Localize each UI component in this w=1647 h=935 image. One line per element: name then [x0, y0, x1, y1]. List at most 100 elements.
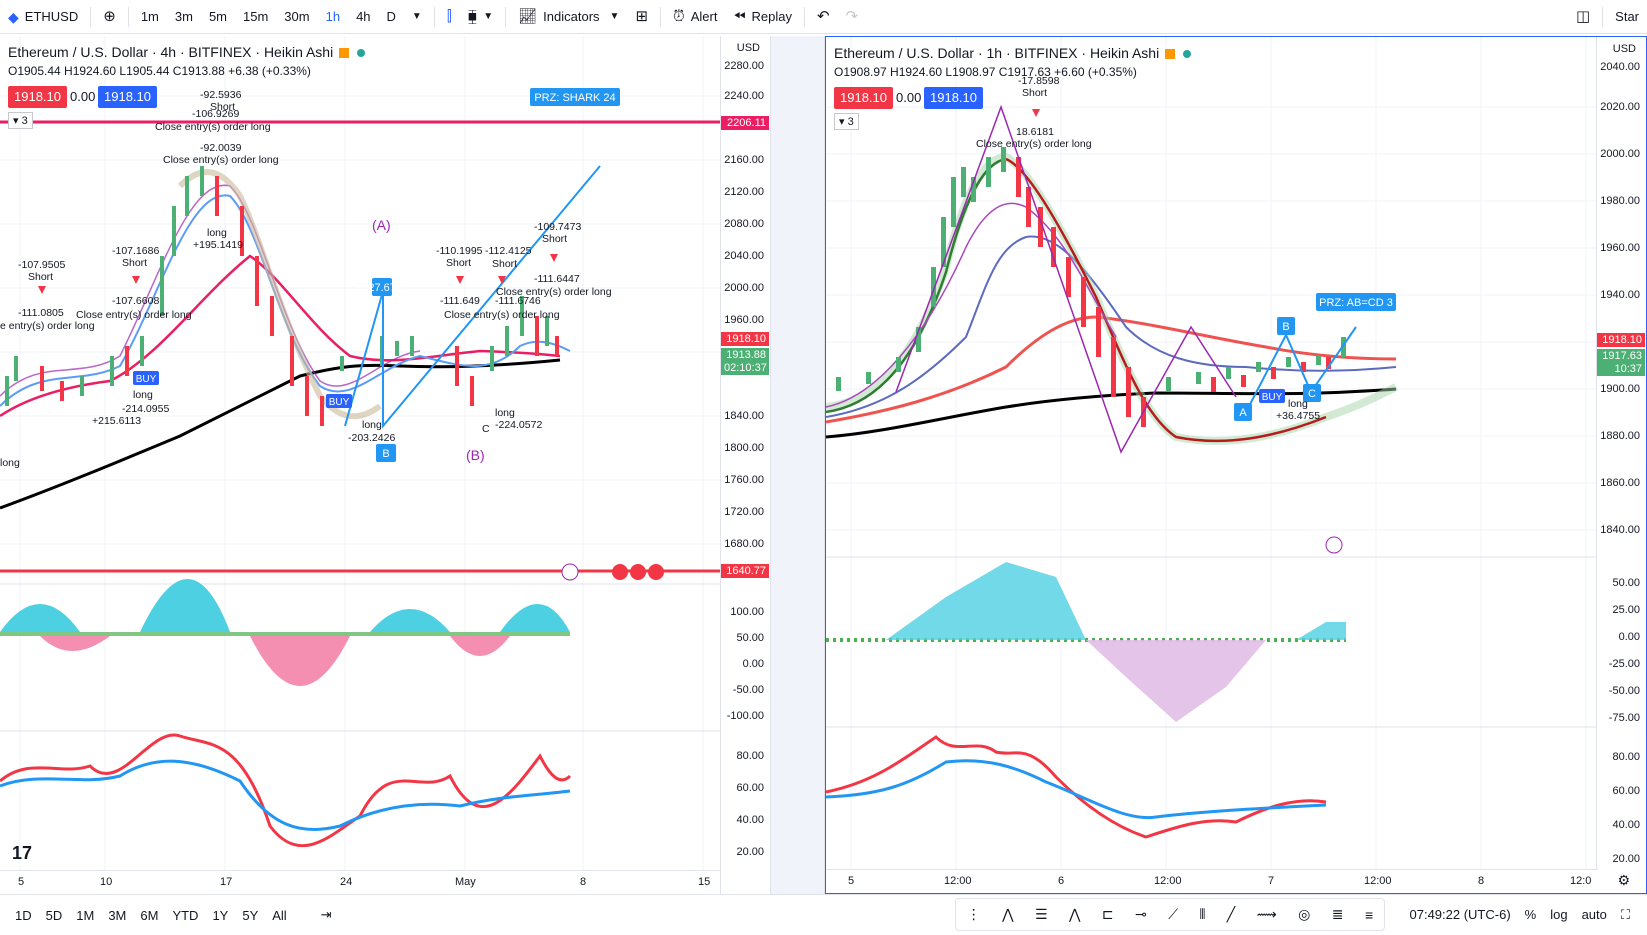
date-range-icon[interactable]: ⇥: [320, 907, 332, 922]
layout-button[interactable]: ⊞: [627, 0, 656, 34]
xabcd-pattern-icon[interactable]: ⋀: [1002, 906, 1014, 922]
left-price-axis[interactable]: USD 2280.00 2240.00 2160.00 2120.00 2080…: [720, 36, 770, 894]
right-indicator-counter[interactable]: ▾ 3: [834, 113, 859, 130]
range-3m[interactable]: 3M: [108, 907, 127, 923]
event-flash-icon[interactable]: [1325, 536, 1343, 554]
interval-5m[interactable]: 5m: [208, 9, 227, 24]
pattern-marker-c[interactable]: [1303, 384, 1321, 402]
right-price-axis[interactable]: USD 2040.00 2020.00 2000.00 1980.00 1960…: [1596, 37, 1646, 893]
shark-pattern-lines[interactable]: [344, 165, 601, 429]
trend-channel-icon[interactable]: ⊏: [1101, 906, 1114, 922]
harmonic-zigzag[interactable]: [895, 104, 1237, 454]
undo-button[interactable]: ↶: [809, 0, 838, 34]
left-buy-price[interactable]: 1918.10: [98, 86, 157, 108]
interval-30m[interactable]: 30m: [284, 9, 310, 24]
right-spread: 0.00: [896, 90, 922, 105]
ma-ribbon-darkred: [1005, 157, 1327, 443]
trendline-icon[interactable]: ⟋: [1168, 906, 1179, 922]
star-button[interactable]: Star: [1615, 9, 1639, 24]
log-toggle[interactable]: log: [1550, 907, 1568, 922]
earnings-flag-icon[interactable]: [612, 564, 628, 580]
right-time-axis[interactable]: 5 12:00 6 12:00 7 12:00 8 12:0: [826, 869, 1598, 893]
buy-badge[interactable]: [326, 394, 352, 408]
right-chart-legend[interactable]: Ethereum / U.S. Dollar · 1h · BITFINEX ·…: [834, 45, 1192, 79]
momentum-histogram: [0, 579, 570, 686]
time-label: 24: [340, 876, 353, 888]
range-1y[interactable]: 1Y: [212, 907, 229, 923]
fib-retracement-icon[interactable]: ≣: [1331, 906, 1344, 922]
fullscreen-icon[interactable]: ⛶: [1620, 906, 1630, 922]
range-1d[interactable]: 1D: [15, 907, 32, 923]
right-chart-pane[interactable]: A B C PRZ: AB=CD 3 BUY -17.8598 Short 18…: [825, 36, 1647, 894]
interval-1h[interactable]: 1h: [325, 9, 341, 24]
range-1m[interactable]: 1M: [76, 907, 95, 923]
buy-badge[interactable]: [133, 371, 159, 385]
left-time-axis[interactable]: 5 10 17 24 May 8 15: [0, 870, 720, 894]
left-indicator-counter[interactable]: ▾ 3: [8, 112, 33, 129]
prz-abcd-label-bg[interactable]: [1316, 293, 1396, 311]
settings-gear-icon[interactable]: ⚙: [1617, 872, 1630, 888]
rsi-label: 20.00: [736, 846, 764, 858]
drag-handle-icon[interactable]: ⋮: [966, 906, 981, 922]
horizontal-lines-icon[interactable]: ≡: [1364, 906, 1374, 923]
svg-text:Short: Short: [446, 257, 471, 269]
toolbar-divider: [90, 6, 92, 27]
abcd-pattern-lines[interactable]: [1245, 326, 1357, 413]
wave-marker-b[interactable]: [372, 278, 392, 296]
alert-button[interactable]: ⏰︎ Alert: [665, 0, 725, 34]
left-sell-price[interactable]: 1918.10: [8, 86, 67, 108]
bars-pattern-icon[interactable]: ⫴: [1199, 906, 1206, 922]
replay-button[interactable]: ⏪︎ Replay: [725, 0, 799, 34]
clock-readout[interactable]: 07:49:22 (UTC-6): [1409, 907, 1511, 922]
buy-badge[interactable]: [1259, 389, 1285, 403]
bar-style-button[interactable]: ⫿: [439, 0, 460, 34]
percent-toggle[interactable]: %: [1524, 907, 1537, 922]
price-label: 2000.00: [724, 282, 764, 294]
event-flash-icon[interactable]: [561, 563, 579, 581]
range-ytd[interactable]: YTD: [172, 907, 199, 923]
left-chart-canvas[interactable]: +227.6741 B PRZ: SHARK 24 (A) (B) -107.9…: [0, 36, 770, 894]
interval-dropdown[interactable]: ▼: [404, 0, 430, 34]
horizontal-ray-icon[interactable]: ⊸: [1135, 906, 1147, 922]
earnings-flag-icon[interactable]: [630, 564, 646, 580]
tradingview-logo[interactable]: 17: [12, 843, 33, 863]
interval-3m[interactable]: 3m: [174, 9, 193, 24]
prz-shark-label-bg[interactable]: [530, 88, 620, 106]
osc-label: 0.00: [742, 658, 764, 670]
left-chart-legend[interactable]: Ethereum / U.S. Dollar · 4h · BITFINEX ·…: [8, 44, 366, 78]
wave-b-label: (B): [466, 447, 485, 463]
range-all[interactable]: All: [272, 907, 287, 923]
cycle-icon[interactable]: ◎: [1298, 906, 1311, 922]
interval-d[interactable]: D: [386, 9, 396, 24]
right-chart-canvas[interactable]: A B C PRZ: AB=CD 3 BUY -17.8598 Short 18…: [826, 37, 1647, 894]
wave-marker-c[interactable]: [376, 444, 396, 462]
interval-1m[interactable]: 1m: [140, 9, 159, 24]
pattern-marker-b[interactable]: [1277, 317, 1295, 335]
right-sell-price[interactable]: 1918.10: [834, 87, 893, 109]
flag-icon[interactable]: [339, 48, 350, 59]
earnings-flag-icon[interactable]: [648, 564, 664, 580]
redo-button[interactable]: ↷: [838, 0, 867, 34]
flag-icon[interactable]: [1165, 49, 1176, 60]
compare-button[interactable]: ⊕: [95, 0, 124, 34]
left-chart-pane[interactable]: +227.6741 B PRZ: SHARK 24 (A) (B) -107.9…: [0, 36, 770, 894]
interval-15m[interactable]: 15m: [243, 9, 269, 24]
toolbar-divider: [433, 6, 435, 27]
indicators-button[interactable]: 📈︎ Indicators ▼: [510, 0, 627, 34]
layout-select-button[interactable]: ◫: [1568, 0, 1598, 34]
range-5d[interactable]: 5D: [45, 907, 63, 923]
auto-toggle[interactable]: auto: [1581, 907, 1607, 922]
alert-label: Alert: [690, 9, 718, 24]
fib-icon[interactable]: ☰: [1035, 906, 1048, 922]
interval-4h[interactable]: 4h: [356, 9, 371, 24]
range-6m[interactable]: 6M: [140, 907, 159, 923]
abcd-pattern-icon[interactable]: ⋀: [1069, 906, 1081, 922]
pattern-marker-a[interactable]: [1234, 403, 1252, 421]
path-icon[interactable]: ⟿: [1256, 906, 1277, 922]
price-label: 1680.00: [724, 538, 764, 550]
line-icon[interactable]: ╱: [1226, 906, 1236, 922]
chart-type-button[interactable]: ⧯ ▼: [460, 0, 501, 34]
range-5y[interactable]: 5Y: [242, 907, 259, 923]
right-buy-price[interactable]: 1918.10: [924, 87, 983, 109]
symbol-search[interactable]: ◆ ETHUSD: [0, 0, 86, 34]
